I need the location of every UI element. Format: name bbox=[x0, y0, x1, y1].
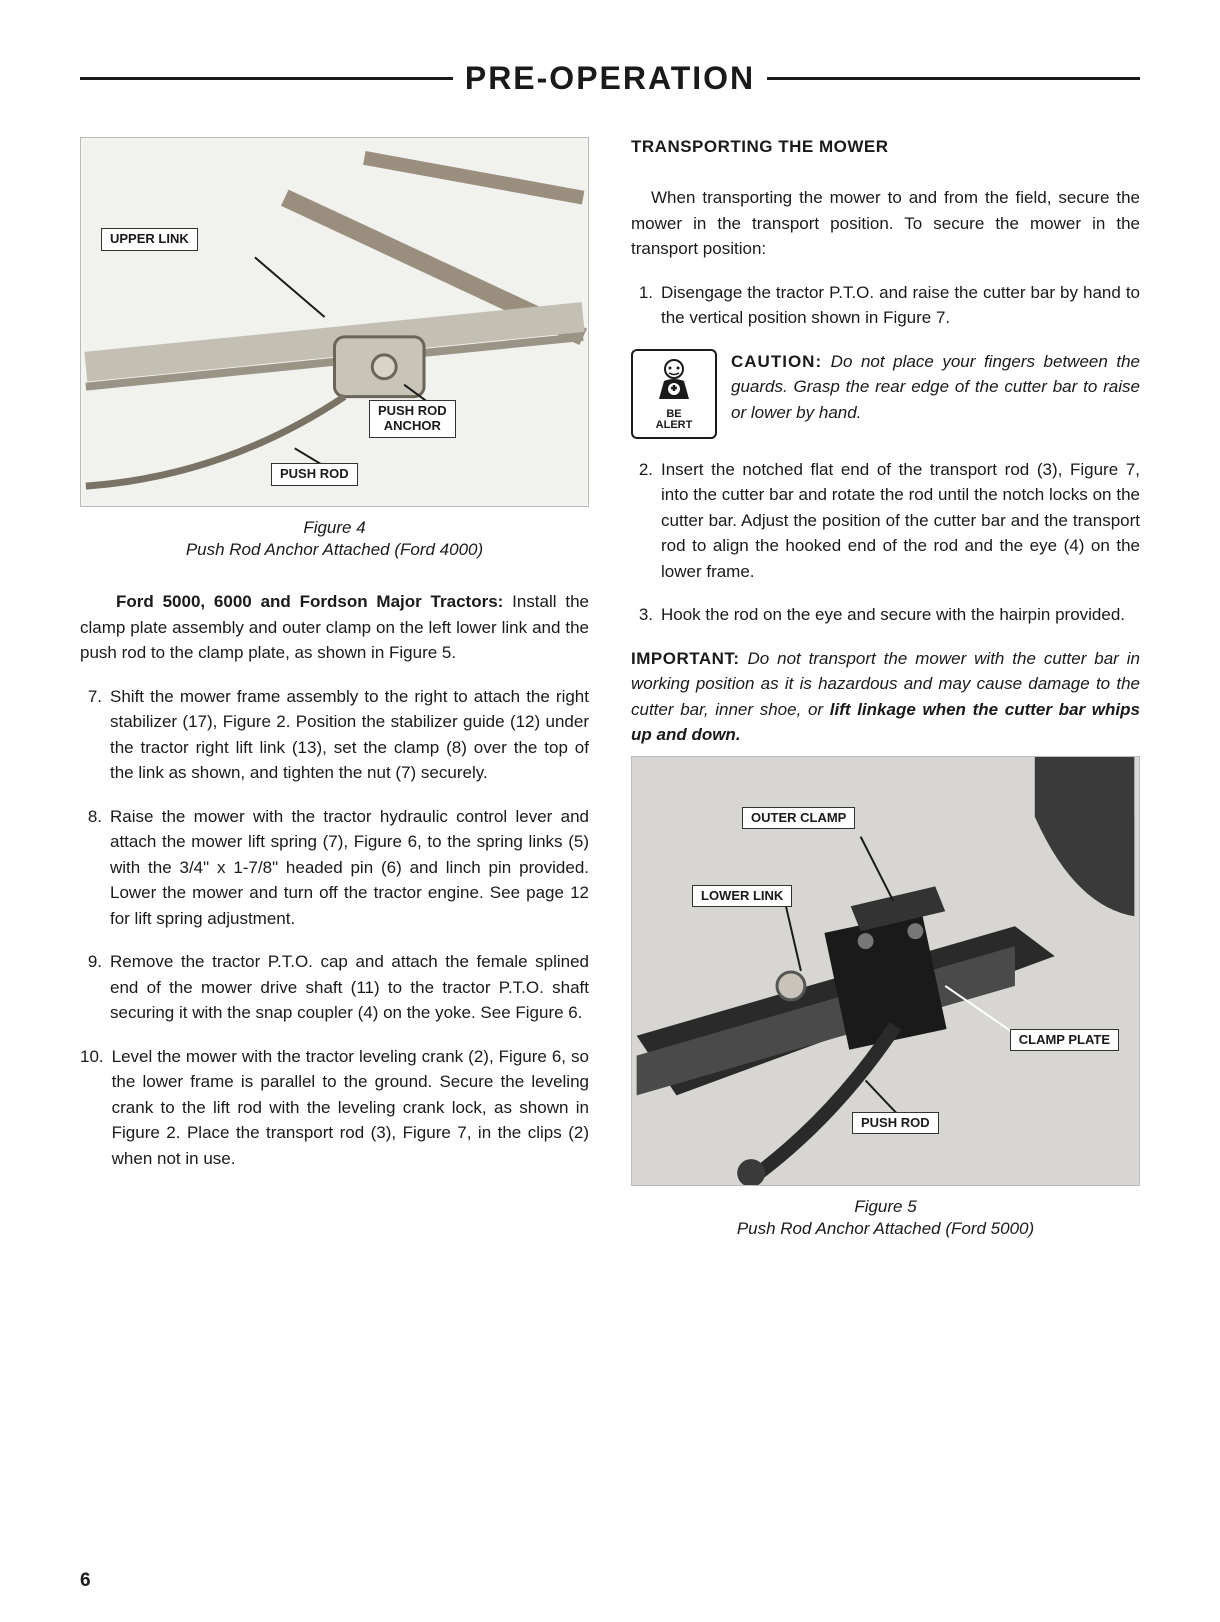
left-item-9-num: 9. bbox=[80, 949, 102, 1026]
right-item-3-body: Hook the rod on the eye and secure with … bbox=[661, 602, 1140, 628]
figure-4-svg bbox=[81, 138, 588, 506]
figure-5-caption: Figure 5 Push Rod Anchor Attached (Ford … bbox=[631, 1196, 1140, 1240]
left-item-10-num: 10. bbox=[80, 1044, 104, 1172]
important-para: IMPORTANT: Do not transport the mower wi… bbox=[631, 646, 1140, 748]
left-item-7: 7. Shift the mower frame assembly to the… bbox=[80, 684, 589, 786]
right-item-1: 1. Disengage the tractor P.T.O. and rais… bbox=[631, 280, 1140, 331]
left-item-10: 10. Level the mower with the tractor lev… bbox=[80, 1044, 589, 1172]
caution-block: BEALERT CAUTION: Do not place your finge… bbox=[631, 349, 1140, 439]
right-column: TRANSPORTING THE MOWER When transporting… bbox=[631, 137, 1140, 1240]
alert-figure-icon bbox=[649, 355, 699, 405]
be-alert-icon: BEALERT bbox=[631, 349, 717, 439]
left-item-8-num: 8. bbox=[80, 804, 102, 932]
left-column: UPPER LINK PUSH RODANCHOR PUSH ROD Figur… bbox=[80, 137, 589, 1240]
fig5-caption-line2: Push Rod Anchor Attached (Ford 5000) bbox=[737, 1219, 1034, 1238]
figure-5: OUTER CLAMP LOWER LINK CLAMP PLATE PUSH … bbox=[631, 756, 1140, 1186]
fig4-label-upper-link: UPPER LINK bbox=[101, 228, 198, 251]
right-heading: TRANSPORTING THE MOWER bbox=[631, 137, 1140, 157]
caution-text: CAUTION: Do not place your fingers betwe… bbox=[731, 349, 1140, 426]
left-item-8: 8. Raise the mower with the tractor hydr… bbox=[80, 804, 589, 932]
rule-right bbox=[767, 77, 1140, 80]
left-item-8-body: Raise the mower with the tractor hydraul… bbox=[110, 804, 589, 932]
right-item-1-body: Disengage the tractor P.T.O. and raise t… bbox=[661, 280, 1140, 331]
right-item-1-num: 1. bbox=[631, 280, 653, 331]
right-intro: When transporting the mower to and from … bbox=[631, 185, 1140, 262]
two-column-layout: UPPER LINK PUSH RODANCHOR PUSH ROD Figur… bbox=[80, 137, 1140, 1240]
fig4-label-push-rod: PUSH ROD bbox=[271, 463, 358, 486]
left-item-7-num: 7. bbox=[80, 684, 102, 786]
fig5-label-lower-link: LOWER LINK bbox=[692, 885, 792, 908]
right-item-3-num: 3. bbox=[631, 602, 653, 628]
be-alert-text: BEALERT bbox=[656, 409, 693, 437]
right-item-3: 3. Hook the rod on the eye and secure wi… bbox=[631, 602, 1140, 628]
fig4-label-anchor: PUSH RODANCHOR bbox=[369, 400, 456, 438]
left-item-9-body: Remove the tractor P.T.O. cap and attach… bbox=[110, 949, 589, 1026]
right-item-2: 2. Insert the notched flat end of the tr… bbox=[631, 457, 1140, 585]
figure-4-caption: Figure 4 Push Rod Anchor Attached (Ford … bbox=[80, 517, 589, 561]
caution-label: CAUTION: bbox=[731, 352, 822, 371]
right-item-2-body: Insert the notched flat end of the trans… bbox=[661, 457, 1140, 585]
left-lead-para: Ford 5000, 6000 and Fordson Major Tracto… bbox=[80, 589, 589, 666]
fig5-label-push-rod: PUSH ROD bbox=[852, 1112, 939, 1135]
lead-bold: Ford 5000, 6000 and Fordson Major Tracto… bbox=[116, 592, 503, 611]
fig4-caption-line2: Push Rod Anchor Attached (Ford 4000) bbox=[186, 540, 483, 559]
page-title-bar: PRE-OPERATION bbox=[80, 60, 1140, 97]
fig4-caption-line1: Figure 4 bbox=[303, 518, 365, 537]
left-item-10-body: Level the mower with the tractor levelin… bbox=[112, 1044, 589, 1172]
page-title: PRE-OPERATION bbox=[465, 60, 755, 97]
page-number: 6 bbox=[80, 1570, 91, 1592]
important-label: IMPORTANT: bbox=[631, 649, 740, 668]
fig5-caption-line1: Figure 5 bbox=[854, 1197, 916, 1216]
left-item-9: 9. Remove the tractor P.T.O. cap and att… bbox=[80, 949, 589, 1026]
fig5-label-clamp-plate: CLAMP PLATE bbox=[1010, 1029, 1119, 1052]
figure-4: UPPER LINK PUSH RODANCHOR PUSH ROD bbox=[80, 137, 589, 507]
left-item-7-body: Shift the mower frame assembly to the ri… bbox=[110, 684, 589, 786]
rule-left bbox=[80, 77, 453, 80]
right-item-2-num: 2. bbox=[631, 457, 653, 585]
fig5-label-outer-clamp: OUTER CLAMP bbox=[742, 807, 855, 830]
